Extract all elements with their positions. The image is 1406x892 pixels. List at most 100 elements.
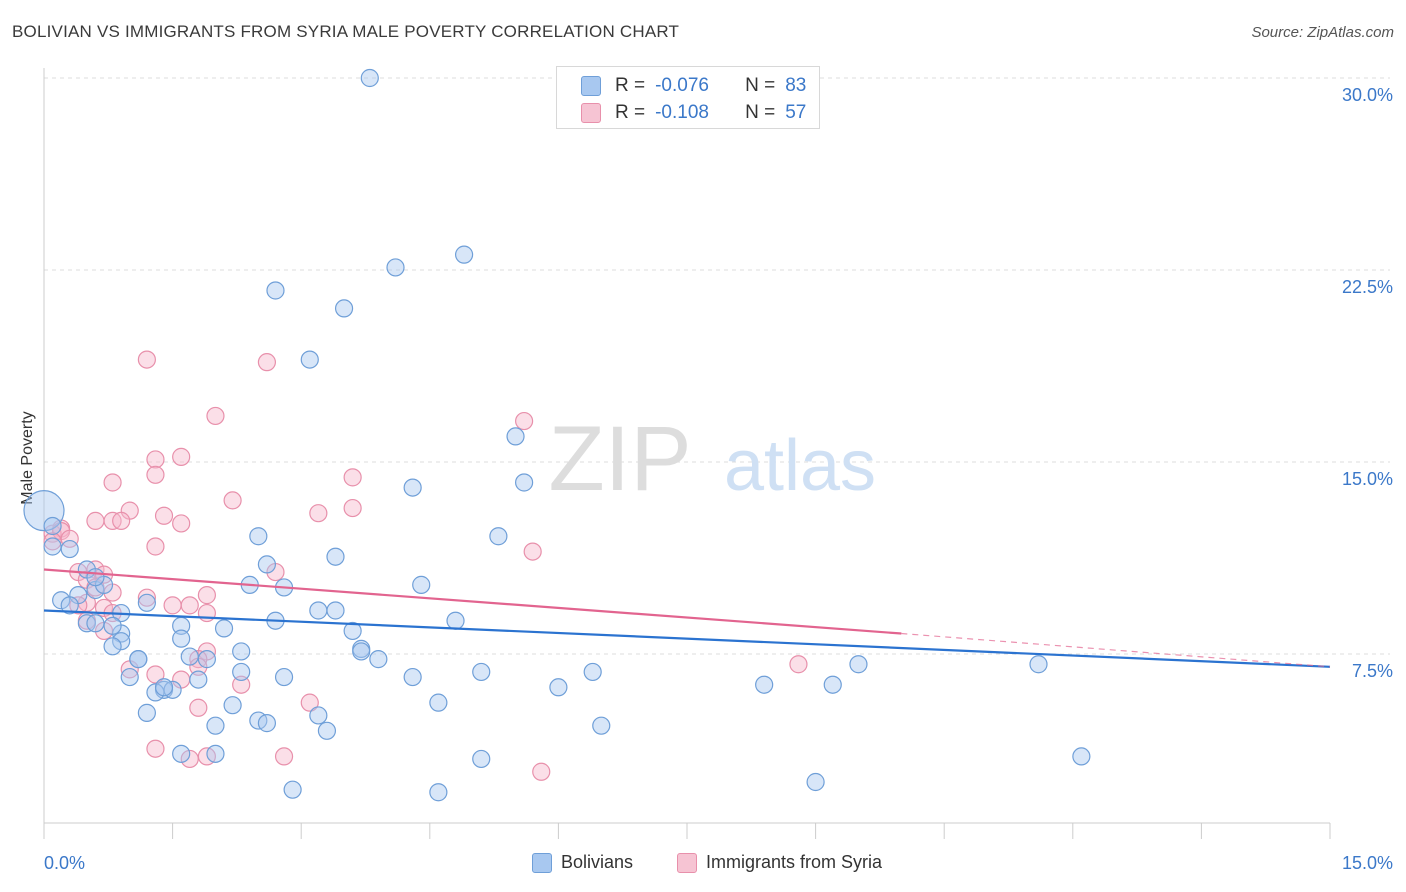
series-immigrants-from-syria [43,350,808,781]
data-point-syria [300,693,319,712]
series-bolivians [23,68,1091,802]
legend-label-bolivians: Bolivians [561,852,634,872]
n-value: 57 [785,102,807,123]
data-point-bolivians [214,619,234,638]
data-point-syria [343,498,362,518]
data-point-syria [532,762,551,781]
data-point-syria [146,465,165,484]
data-point-syria [103,473,122,492]
data-point-syria [163,596,182,615]
data-point-bolivians [489,527,508,546]
data-point-syria [197,586,216,605]
trend-line-syria [43,568,902,635]
r-value: -0.108 [655,102,709,123]
trend-line-bolivians [43,609,1331,668]
data-point-syria [43,532,62,551]
data-point-bolivians [60,596,79,615]
data-point-syria [343,468,362,487]
data-point-bolivians [429,693,448,712]
data-point-syria [146,450,165,469]
data-point-syria [223,491,242,510]
y-tick-label: 22.5% [1342,277,1393,297]
data-point-bolivians [103,616,122,635]
data-point-bolivians [506,427,525,446]
data-point-bolivians [154,678,174,697]
data-point-syria [172,514,191,533]
data-point-bolivians [446,611,465,630]
data-point-syria [180,596,199,615]
data-point-bolivians [86,614,105,633]
data-point-bolivians [429,783,448,802]
data-point-bolivians [403,667,422,687]
data-point-bolivians [309,601,328,620]
data-point-bolivians [52,591,71,610]
data-point-syria [146,739,165,758]
data-point-syria [274,747,294,766]
data-point-bolivians [257,714,277,733]
r-label: R = [615,102,646,123]
data-point-bolivians [360,68,379,88]
data-point-bolivians [266,281,285,300]
data-point-bolivians [86,580,105,600]
data-point-bolivians [592,716,611,735]
data-point-bolivians [849,655,868,674]
data-point-bolivians [386,258,405,277]
data-point-bolivians [86,568,105,587]
data-point-bolivians [206,716,225,735]
legend-item-bolivians: Bolivians [532,852,633,873]
data-point-syria [515,411,534,431]
data-point-bolivians [43,516,62,536]
stats-legend-row-bolivians: R = -0.076 N = 83 [581,75,806,97]
data-point-bolivians [352,642,371,661]
data-point-bolivians [309,706,328,725]
data-point-syria [180,749,199,769]
n-label: N = [745,75,776,96]
legend-label-syria: Immigrants from Syria [706,852,883,872]
data-point-bolivians [172,744,191,763]
data-point-syria [137,588,156,607]
data-point-bolivians [146,683,165,702]
data-point-bolivians [103,637,122,656]
n-label: N = [745,102,776,123]
data-point-syria [154,506,174,525]
data-point-bolivians [197,650,216,669]
data-point-bolivians [334,299,354,318]
data-point-bolivians [60,539,79,559]
data-point-syria [86,511,105,530]
x-tick-label: 0.0% [44,853,85,873]
data-point-bolivians [755,675,774,694]
data-point-bolivians [369,650,388,669]
legend-swatch-pink [581,103,601,123]
data-point-bolivians [137,703,156,722]
stats-legend: R = -0.076 N = 83 R = -0.108 N = 57 [556,66,820,129]
data-point-bolivians [412,575,431,594]
data-point-syria [146,537,165,556]
data-point-bolivians [515,473,534,492]
y-tick-label: 7.5% [1352,661,1393,681]
y-tick-label: 15.0% [1342,469,1393,489]
data-point-syria [189,698,208,717]
series-legend: Bolivians Immigrants from Syria [0,852,1406,876]
stats-legend-row-syria: R = -0.108 N = 57 [581,102,806,124]
watermark-zip: ZIP [548,408,691,510]
x-tick-label: 15.0% [1342,853,1393,873]
y-tick-label: 30.0% [1342,85,1393,105]
data-point-bolivians [120,667,139,687]
data-point-bolivians [326,547,345,566]
r-label: R = [615,75,646,96]
data-point-syria [232,675,251,694]
data-point-bolivians [317,721,337,740]
data-point-bolivians [343,621,362,641]
data-point-bolivians [206,744,225,763]
data-point-bolivians [129,650,148,669]
n-value: 83 [785,75,807,96]
data-point-bolivians [257,555,277,574]
data-point-bolivians [180,647,199,666]
data-point-bolivians [1072,747,1091,766]
data-point-bolivians [549,678,568,697]
data-point-bolivians [249,527,268,546]
data-point-bolivians [583,662,602,682]
data-point-syria [112,511,131,530]
data-point-bolivians [454,245,474,264]
